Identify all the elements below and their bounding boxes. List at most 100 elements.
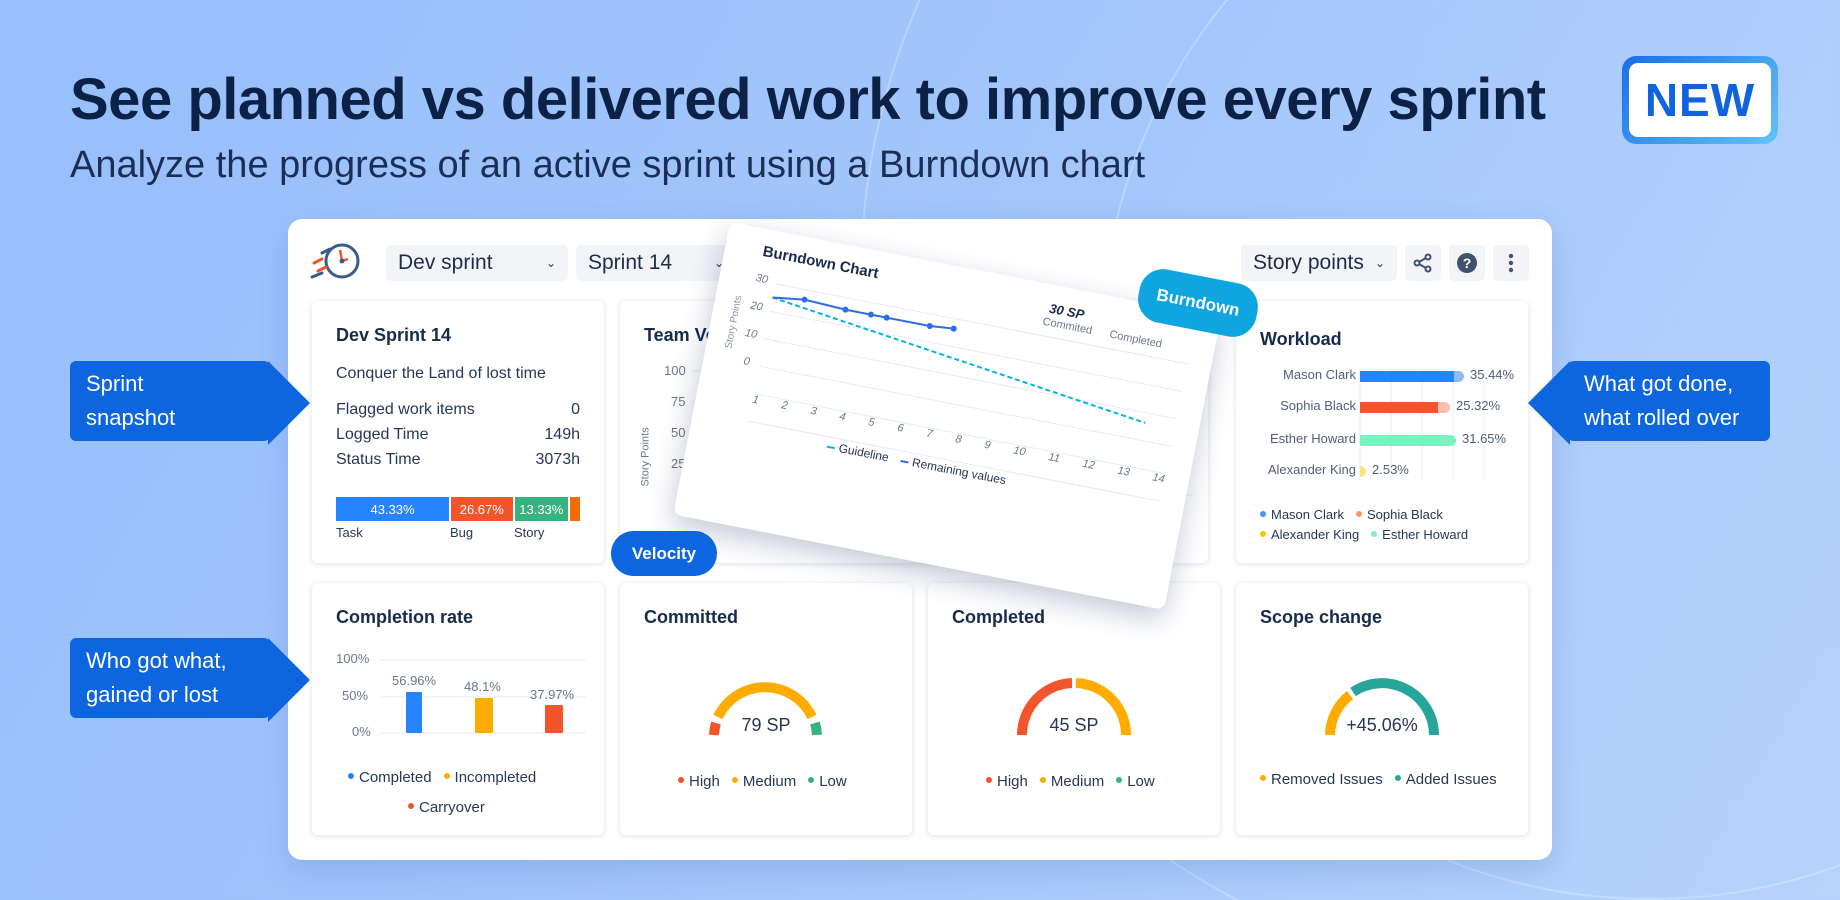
legend-item[interactable]: Alexander King [1260,527,1359,542]
callout-arrow [268,638,310,722]
sprint-snapshot-card: Dev Sprint 14 Conquer the Land of lost t… [312,301,604,563]
workload-grid [1359,369,1485,481]
new-badge: NEW [1622,56,1778,144]
velocity-ylabel: Story Points [639,427,652,487]
callout-done-rolled: What got done, what rolled over [1568,361,1770,441]
legend-item[interactable]: High [986,773,1028,790]
workload-legend: Mason Clark Sophia Black [1260,507,1443,522]
completed-gauge [1017,678,1131,736]
x-tick: 7 [925,427,934,441]
legend-label: Medium [1050,773,1105,790]
chevron-down-icon: ⌄ [545,256,556,270]
new-badge-label: NEW [1629,63,1771,137]
workload-pct: 31.65% [1462,431,1507,446]
hero-subtitle: Analyze the progress of an active sprint… [70,144,1146,186]
bar-value: 48.1% [464,679,501,694]
app-logo-icon [310,243,360,279]
legend-label: Removed Issues [1271,771,1383,788]
help-icon: ? [1457,253,1477,273]
x-tick: 1 [751,393,760,407]
chevron-down-icon: ⌄ [1374,256,1385,270]
burndown-card: Burndown Chart Story Points 30 20 10 0 1… [673,222,1221,610]
share-button[interactable] [1405,245,1441,281]
legend-item[interactable]: Mason Clark [1260,507,1344,522]
burndown-pill-label: Burndown [1155,285,1242,320]
legend-item[interactable]: High [678,773,720,790]
legend-item[interactable]: Sophia Black [1355,507,1443,522]
committed-title: Committed [644,607,738,627]
assignee-name: Mason Clark [1283,367,1356,382]
svg-text:?: ? [1463,255,1472,271]
assignee-name: Esther Howard [1270,431,1356,446]
y-tick: 75 [671,394,686,409]
legend-item[interactable]: Added Issues [1394,771,1497,788]
type-segment-task[interactable]: 43.33% [336,497,450,521]
type-segment-story[interactable]: 13.33% [514,497,569,521]
type-segment-other[interactable] [570,497,580,521]
legend-label: Low [1127,773,1155,790]
x-tick: 14 [1151,471,1166,486]
committed-card: Committed 79 SP High Medium Low [620,583,912,835]
committed-value: 79 SP [741,715,791,735]
share-icon [1413,253,1432,273]
workload-row[interactable]: Mason Clark 35.44% [1236,367,1528,387]
legend-label: High [689,773,720,790]
type-label: Story [514,525,545,540]
scope-title: Scope change [1260,607,1383,627]
x-tick: 3 [809,404,818,418]
legend-item[interactable]: Medium [731,773,797,790]
sprint-title: Dev Sprint 14 [336,325,452,345]
x-tick: 10 [1012,444,1027,459]
sprint-select-value: Sprint 14 [588,251,673,274]
segment-pct: 43.33% [370,501,415,517]
y-tick: 30 [754,272,769,287]
scope-legend: Removed Issues Added Issues [1260,771,1497,788]
velocity-pill-label: Velocity [631,543,697,563]
legend-item[interactable]: Removed Issues [1260,771,1383,788]
legend-label: Esther Howard [1382,527,1469,542]
board-select[interactable]: Dev sprint ⌄ [386,245,568,281]
legend-label: Low [819,773,847,790]
callout-line: snapshot [86,405,176,430]
legend-item[interactable]: Incompleted [443,769,536,786]
legend-label: Completed [359,769,432,786]
legend-item[interactable]: Completed [348,769,432,786]
legend-item[interactable]: Low [1116,773,1155,790]
help-button[interactable]: ? [1449,245,1485,281]
velocity-pill[interactable]: Velocity [611,531,717,576]
stat-row: Flagged work items 0 [336,401,580,419]
callout-line: What got done, [1584,371,1734,396]
legend-item[interactable]: Medium [1039,773,1105,790]
stat-label: Status Time [336,451,421,468]
assignee-name: Alexander King [1267,462,1356,477]
workload-card: Workload Mason Clark 35.44% Sophia Black… [1236,301,1528,563]
workload-pct: 2.53% [1372,462,1409,477]
chevron-down-icon: ⌄ [713,256,724,270]
more-button[interactable] [1493,245,1529,281]
type-segment-bug[interactable]: 26.67% [451,497,513,521]
legend-label: Sophia Black [1366,507,1443,522]
stat-value: 3073h [535,451,581,468]
bar-value: 56.96% [392,673,437,688]
type-label: Bug [450,525,474,540]
x-tick: 4 [838,410,847,424]
legend-item[interactable]: Esther Howard [1371,527,1468,542]
completion-title: Completion rate [336,607,474,627]
legend-label: Medium [742,773,797,790]
scope-value: +45.06% [1346,715,1418,735]
assignee-name: Sophia Black [1280,398,1356,413]
stat-label: Flagged work items [336,401,475,418]
y-tick: 0 [742,355,751,369]
sprint-goal: Conquer the Land of lost time [336,365,580,383]
sprint-select[interactable]: Sprint 14 ⌄ [576,245,736,281]
completed-legend: High Medium Low [986,773,1155,790]
scope-gauge [1325,678,1439,736]
estimation-select[interactable]: Story points ⌄ [1241,245,1397,281]
x-tick: 6 [896,421,905,435]
legend-item[interactable]: Carryover [408,799,485,816]
legend-item[interactable]: Low [808,773,847,790]
workload-row[interactable]: Alexander King 2.53% [1236,462,1528,482]
workload-row[interactable]: Sophia Black 25.32% [1236,398,1528,418]
workload-pct: 25.32% [1456,398,1501,413]
workload-row[interactable]: Esther Howard 31.65% [1236,431,1528,451]
